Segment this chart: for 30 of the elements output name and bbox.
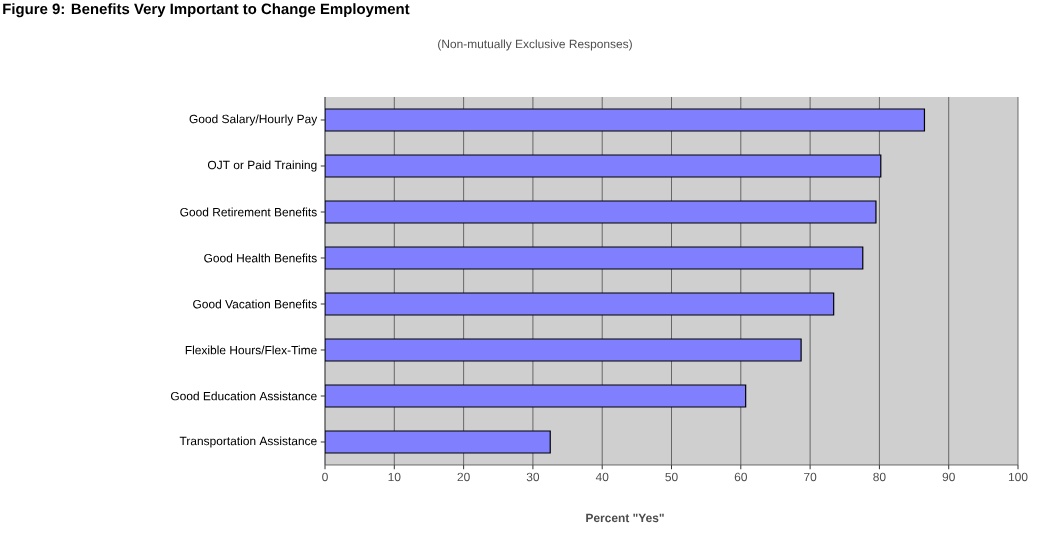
y-tick-label: Good Vacation Benefits (193, 299, 317, 309)
x-tick-label: 100 (1008, 472, 1028, 482)
x-tick-label: 0 (322, 472, 328, 482)
x-tick-label: 90 (942, 472, 955, 482)
y-tick-label: Flexible Hours/Flex-Time (185, 345, 317, 355)
chart-subtitle: (Non-mutually Exclusive Responses) (438, 39, 632, 51)
x-tick-label: 50 (665, 472, 678, 482)
x-tick-label: 80 (873, 472, 886, 482)
y-tick-label: Good Health Benefits (204, 253, 317, 263)
x-tick-label: 40 (595, 472, 609, 482)
x-tick-label: 20 (457, 472, 470, 482)
y-tick-label: Good Education Assistance (170, 391, 317, 401)
y-tick-label: OJT or Paid Training (207, 160, 317, 172)
x-tick-label: 10 (388, 472, 401, 482)
y-tick-label: Good Salary/Hourly Pay (189, 114, 318, 126)
x-tick-label: 30 (526, 472, 540, 482)
bar (325, 154, 882, 178)
x-tick-label: 70 (804, 472, 817, 482)
bar (325, 430, 551, 454)
bar (325, 200, 877, 224)
bar (325, 246, 864, 270)
bar (325, 384, 747, 408)
x-tick-label: 60 (734, 472, 747, 482)
y-tick-label: Good Retirement Benefits (180, 207, 317, 217)
chart-title: Figure 9: Benefits Very Important to Change Employment (3, 3, 410, 18)
y-tick-label: Transportation Assistance (179, 436, 317, 448)
bar (325, 338, 802, 362)
bar (325, 108, 926, 132)
x-axis-title: Percent "Yes" (586, 513, 664, 523)
bar (325, 292, 835, 316)
